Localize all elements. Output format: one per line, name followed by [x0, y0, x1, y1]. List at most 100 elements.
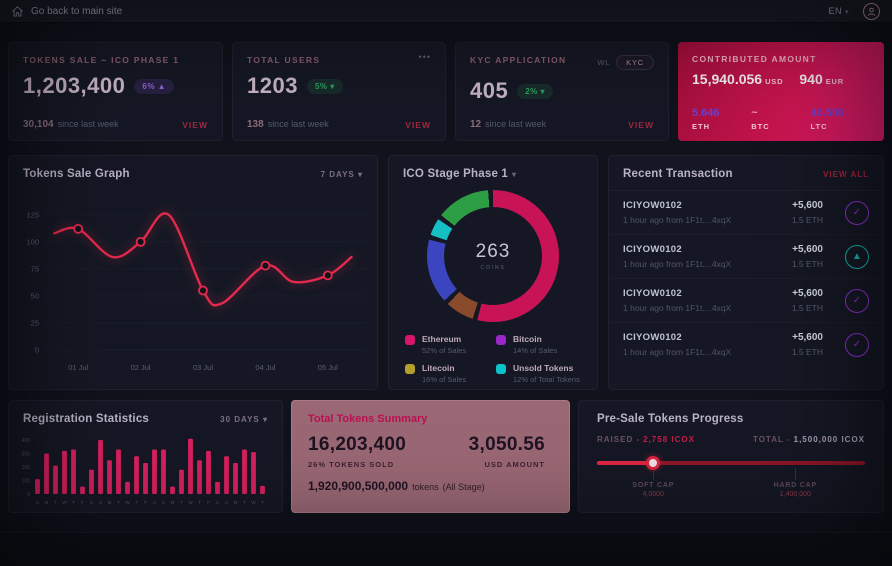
slider-knob[interactable]	[646, 456, 661, 470]
coin-breakdown: 5.646 ETH ~ BTC 40.506 LTC	[692, 107, 870, 131]
btc-amount: ~ BTC	[751, 107, 770, 131]
svg-text:T: T	[135, 500, 138, 505]
svg-text:T: T	[180, 500, 183, 505]
svg-text:S: S	[36, 500, 39, 505]
trend-badge: 6% ▲	[134, 78, 175, 94]
transaction-eth: 1.5 ETH	[791, 215, 823, 225]
topbar-right: EN ▾	[828, 2, 880, 20]
svg-text:T: T	[72, 500, 75, 505]
tokens-sale-chart: 0 25 50 75 100 125 01 Jul 02 Jul 03 Jul 04 Jul 05 …	[26, 210, 367, 372]
view-button[interactable]: VIEW	[628, 120, 654, 130]
soft-cap-tick	[653, 468, 655, 480]
unsold-swatch	[496, 364, 506, 374]
hard-cap-label: HARD CAP 1,400,000	[773, 482, 817, 498]
top-bar: Go back to main site EN ▾	[0, 0, 892, 23]
svg-text:200: 200	[22, 465, 31, 471]
view-button[interactable]: VIEW	[405, 120, 431, 130]
home-icon	[12, 5, 23, 17]
hard-cap-tick	[795, 468, 797, 480]
raised-amount: RAISED -2,758 ICOX	[597, 435, 695, 444]
legend-bitcoin: Bitcoin 14% of Sales	[496, 334, 581, 355]
transaction-id: ICIYOW0102	[623, 288, 682, 299]
card-title: CONTRIBUTED AMOUNT	[692, 54, 817, 64]
usd-amount-block: 3,050.56 USD AMOUNT	[469, 434, 545, 469]
card-title: KYC APPLICATION	[470, 55, 567, 65]
svg-text:M: M	[171, 500, 175, 505]
card-title: TOTAL USERS	[247, 55, 321, 65]
bitcoin-swatch	[496, 335, 506, 345]
back-to-main-site-link[interactable]: Go back to main site	[12, 6, 122, 17]
tab-wl[interactable]: WL	[597, 58, 611, 67]
eur-amount: 940 EUR	[799, 71, 844, 87]
tab-kyc[interactable]: KYC	[616, 55, 654, 70]
transaction-eth: 1.5 ETH	[791, 303, 823, 313]
transaction-row[interactable]: ICIYOW0102 1 hour ago from 1F1t....4xqX …	[609, 323, 883, 366]
view-all-button[interactable]: VIEW ALL	[823, 169, 869, 179]
donut-chart: 263 COINS	[427, 190, 559, 322]
back-label: Go back to main site	[31, 5, 123, 17]
svg-text:05 Jul: 05 Jul	[318, 363, 338, 372]
card-kyc-application: KYC APPLICATION WL KYC 405 2% ▾ 12 since …	[455, 42, 669, 141]
svg-text:400: 400	[22, 438, 31, 444]
transaction-meta: 1 hour ago from 1F1t....4xqX	[623, 303, 732, 313]
usd-amount-value: 3,050.56	[468, 434, 545, 455]
tokens-sold-block: 16,203,400 26% TOKENS SOLD	[308, 434, 406, 469]
svg-text:T: T	[198, 500, 201, 505]
range-dropdown[interactable]: 7 DAYS ▾	[320, 169, 363, 179]
more-options-icon[interactable]: •••	[418, 52, 431, 62]
ico-stage-panel: ICO Stage Phase 1 ▾ 263 COINS Ethereum 52%…	[388, 155, 598, 390]
user-avatar[interactable]	[863, 2, 880, 20]
delta-text: 138 since last week	[247, 119, 329, 130]
footer	[0, 532, 892, 566]
svg-text:W: W	[188, 500, 193, 505]
check-icon: ✓	[845, 200, 869, 225]
tokens-sale-graph-panel: Tokens Sale Graph 7 DAYS ▾ 0 25 50 75 100 125…	[8, 155, 378, 390]
svg-text:S: S	[225, 500, 228, 505]
slider-track	[597, 461, 865, 465]
usd-amount-label: USD AMOUNT	[484, 460, 545, 469]
transaction-eth: 1.5 ETH	[791, 259, 823, 269]
transaction-id: ICIYOW0102	[623, 332, 682, 343]
svg-text:T: T	[261, 500, 264, 505]
recent-transaction-panel: Recent Transaction VIEW ALL ICIYOW0102 1…	[608, 155, 884, 390]
svg-text:01 Jul: 01 Jul	[68, 363, 88, 372]
svg-text:100: 100	[26, 237, 39, 246]
transaction-row[interactable]: ICIYOW0102 1 hour ago from 1F1t....4xqX …	[609, 191, 883, 235]
legend-ethereum: Ethereum 52% of Sales	[405, 334, 490, 355]
svg-text:S: S	[99, 500, 102, 505]
coins-label: COINS	[480, 265, 506, 271]
slider-fill	[597, 461, 654, 465]
tokens-sold-value: 16,203,400	[308, 434, 407, 455]
presale-progress-panel: Pre-Sale Tokens Progress RAISED -2,758 I…	[578, 400, 884, 513]
svg-text:S: S	[216, 500, 219, 505]
svg-text:75: 75	[31, 264, 39, 273]
panel-title: Registration Statistics	[23, 413, 150, 425]
litecoin-swatch	[405, 364, 415, 374]
transaction-id: ICIYOW0102	[623, 244, 682, 255]
total-users-value: 1203	[247, 73, 298, 98]
panel-title: Tokens Sale Graph	[23, 168, 130, 180]
transaction-eth: 1.5 ETH	[791, 347, 823, 357]
language-selector[interactable]: EN ▾	[828, 6, 849, 16]
svg-text:F: F	[207, 500, 210, 505]
soft-cap-label: SOFT CAP 4,0000	[632, 482, 675, 498]
stat-cards-row: TOKENS SALE ~ ICO PHASE 1 1,203,400 6% ▲…	[8, 42, 884, 141]
svg-text:300: 300	[22, 451, 31, 457]
range-dropdown[interactable]: 30 DAYS ▾	[220, 414, 268, 424]
kyc-value: 405	[470, 78, 509, 103]
delta-text: 12 since last week	[470, 119, 547, 130]
svg-text:F: F	[144, 500, 147, 505]
tokens-sold-label: 26% TOKENS SOLD	[308, 460, 395, 469]
svg-text:S: S	[90, 500, 93, 505]
svg-text:M: M	[45, 500, 49, 505]
transaction-row[interactable]: ICIYOW0102 1 hour ago from 1F1t....4xqX …	[609, 279, 883, 323]
view-button[interactable]: VIEW	[182, 120, 208, 130]
ico-stage-dropdown[interactable]: ICO Stage Phase 1 ▾	[403, 168, 517, 180]
transaction-amount: +5,600	[792, 332, 823, 343]
panel-title: Total Tokens Summary	[308, 413, 428, 425]
transaction-row[interactable]: ICIYOW0102 1 hour ago from 1F1t....4xqX …	[609, 235, 883, 279]
transaction-amount: +5,600	[792, 200, 823, 211]
legend-litecoin: Litecoin 16% of Sales	[405, 363, 490, 384]
svg-text:03 Jul: 03 Jul	[193, 363, 213, 372]
svg-text:M: M	[108, 500, 112, 505]
